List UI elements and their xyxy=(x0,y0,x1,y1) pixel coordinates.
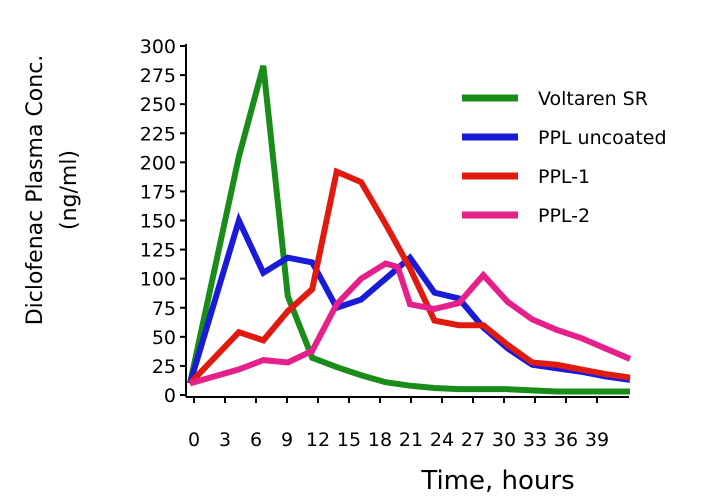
y-tick-label: 125 xyxy=(140,240,176,262)
y-tick-label: 75 xyxy=(152,298,176,320)
y-tick-label: 200 xyxy=(140,152,176,174)
y-tick-label: 225 xyxy=(140,123,176,145)
x-tick-label: 21 xyxy=(399,429,423,451)
x-tick-label: 9 xyxy=(281,429,293,451)
series-line-ppl-1 xyxy=(187,167,631,386)
x-tick-label: 18 xyxy=(368,429,392,451)
legend-label-voltaren-sr: Voltaren SR xyxy=(538,88,648,110)
y-tick-label: 175 xyxy=(140,181,176,203)
y-tick-label: 250 xyxy=(140,94,176,116)
x-tick-label: 12 xyxy=(306,429,330,451)
x-tick-label: 39 xyxy=(585,429,609,451)
y-axis-title: Diclofenac Plasma Conc. (ng/ml) xyxy=(23,55,82,326)
x-tick-label: 27 xyxy=(461,429,485,451)
x-tick-label: 30 xyxy=(492,429,516,451)
legend-label-ppl-1: PPL-1 xyxy=(538,166,590,188)
y-tick-label: 275 xyxy=(140,65,176,87)
y-tick-label: 0 xyxy=(164,385,176,407)
y-axis-title-line-2: (ng/ml) xyxy=(57,150,82,230)
x-tick-label: 33 xyxy=(523,429,547,451)
legend-label-ppl-uncoated: PPL uncoated xyxy=(538,127,667,149)
x-tick-label: 6 xyxy=(250,429,262,451)
x-tick-label: 15 xyxy=(337,429,361,451)
series-lines xyxy=(187,64,632,395)
y-tick-label: 25 xyxy=(152,356,176,378)
x-tick-label: 0 xyxy=(188,429,200,451)
x-axis-ticks: 0 3 6 9 12 15 18 21 24 27 30 33 36 39 xyxy=(188,397,609,451)
y-tick-label: 300 xyxy=(140,36,176,58)
series-line-voltaren-sr xyxy=(187,64,630,395)
legend: Voltaren SR PPL uncoated PPL-1 PPL-2 xyxy=(462,88,667,227)
series-line-ppl-2 xyxy=(189,260,632,387)
y-axis-ticks: 0 25 50 75 100 125 150 175 200 225 250 275 300 xyxy=(140,36,186,407)
x-tick-label: 24 xyxy=(430,429,454,451)
y-axis-title-line-1: Diclofenac Plasma Conc. xyxy=(23,55,48,326)
legend-label-ppl-2: PPL-2 xyxy=(538,205,590,227)
y-tick-label: 150 xyxy=(140,211,176,233)
x-tick-label: 3 xyxy=(219,429,231,451)
x-tick-label: 36 xyxy=(554,429,578,451)
y-tick-label: 50 xyxy=(152,327,176,349)
series-line-ppl-uncoated xyxy=(187,212,631,385)
y-tick-label: 100 xyxy=(140,269,176,291)
x-axis-title: Time, hours xyxy=(420,466,574,496)
